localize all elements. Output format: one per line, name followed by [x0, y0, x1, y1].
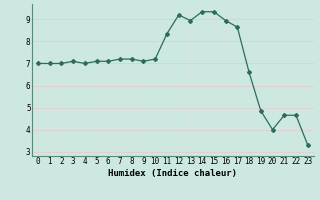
X-axis label: Humidex (Indice chaleur): Humidex (Indice chaleur): [108, 169, 237, 178]
